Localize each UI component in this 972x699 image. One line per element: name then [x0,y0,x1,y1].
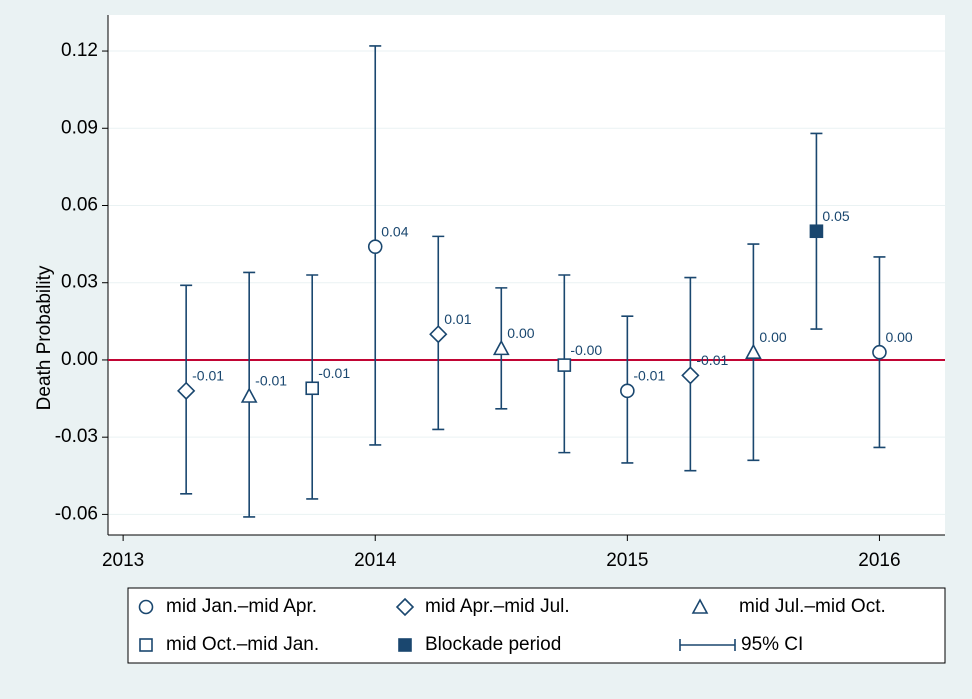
y-tick-label: 0.00 [61,349,98,370]
value-label: 0.05 [822,208,849,224]
data-point [681,366,700,385]
legend-symbol [138,599,154,615]
value-label: -0.01 [633,368,665,384]
legend-label: Blockade period [425,634,561,655]
data-point [177,381,196,400]
legend-label: mid Oct.–mid Jan. [166,634,319,655]
y-tick-label: 0.09 [61,117,98,138]
y-tick-label: 0.12 [61,40,98,61]
data-point [872,344,887,360]
data-point [492,339,510,356]
legend-symbol [679,639,736,651]
y-tick-label: -0.06 [55,503,98,524]
y-tick-label: 0.03 [61,272,98,293]
data-point [557,358,572,372]
x-tick-label: 2016 [858,550,900,571]
value-label: 0.00 [507,325,534,341]
value-label: 0.00 [759,329,786,345]
value-label: -0.00 [570,342,602,358]
y-tick-label: -0.03 [55,426,98,447]
y-axis-title: Death Probability [34,265,55,410]
value-label: -0.01 [696,352,728,368]
data-point [367,239,383,254]
legend [127,587,946,664]
data-point [745,343,762,360]
plot-area [108,15,945,535]
data-point [240,387,258,403]
y-tick-label: 0.06 [61,195,98,216]
legend-symbol [398,638,412,652]
value-label: -0.01 [318,365,350,381]
x-tick-label: 2013 [102,550,144,571]
legend-symbol [395,597,415,617]
data-point [305,381,320,396]
value-label: 0.00 [885,329,912,345]
x-tick-label: 2014 [354,550,397,571]
value-label: 0.01 [444,311,471,327]
data-point [620,383,635,399]
data-point [809,224,824,239]
x-tick-label: 2015 [606,550,648,571]
legend-symbol [691,598,709,614]
legend-label: mid Jul.–mid Oct. [739,596,886,617]
value-label: -0.01 [255,373,287,389]
legend-label: 95% CI [741,634,803,655]
legend-symbol [139,638,153,652]
value-label: -0.01 [192,368,224,384]
legend-label: mid Apr.–mid Jul. [425,596,570,617]
data-point [429,325,448,344]
legend-label: mid Jan.–mid Apr. [166,596,317,617]
value-label: 0.04 [381,223,408,239]
